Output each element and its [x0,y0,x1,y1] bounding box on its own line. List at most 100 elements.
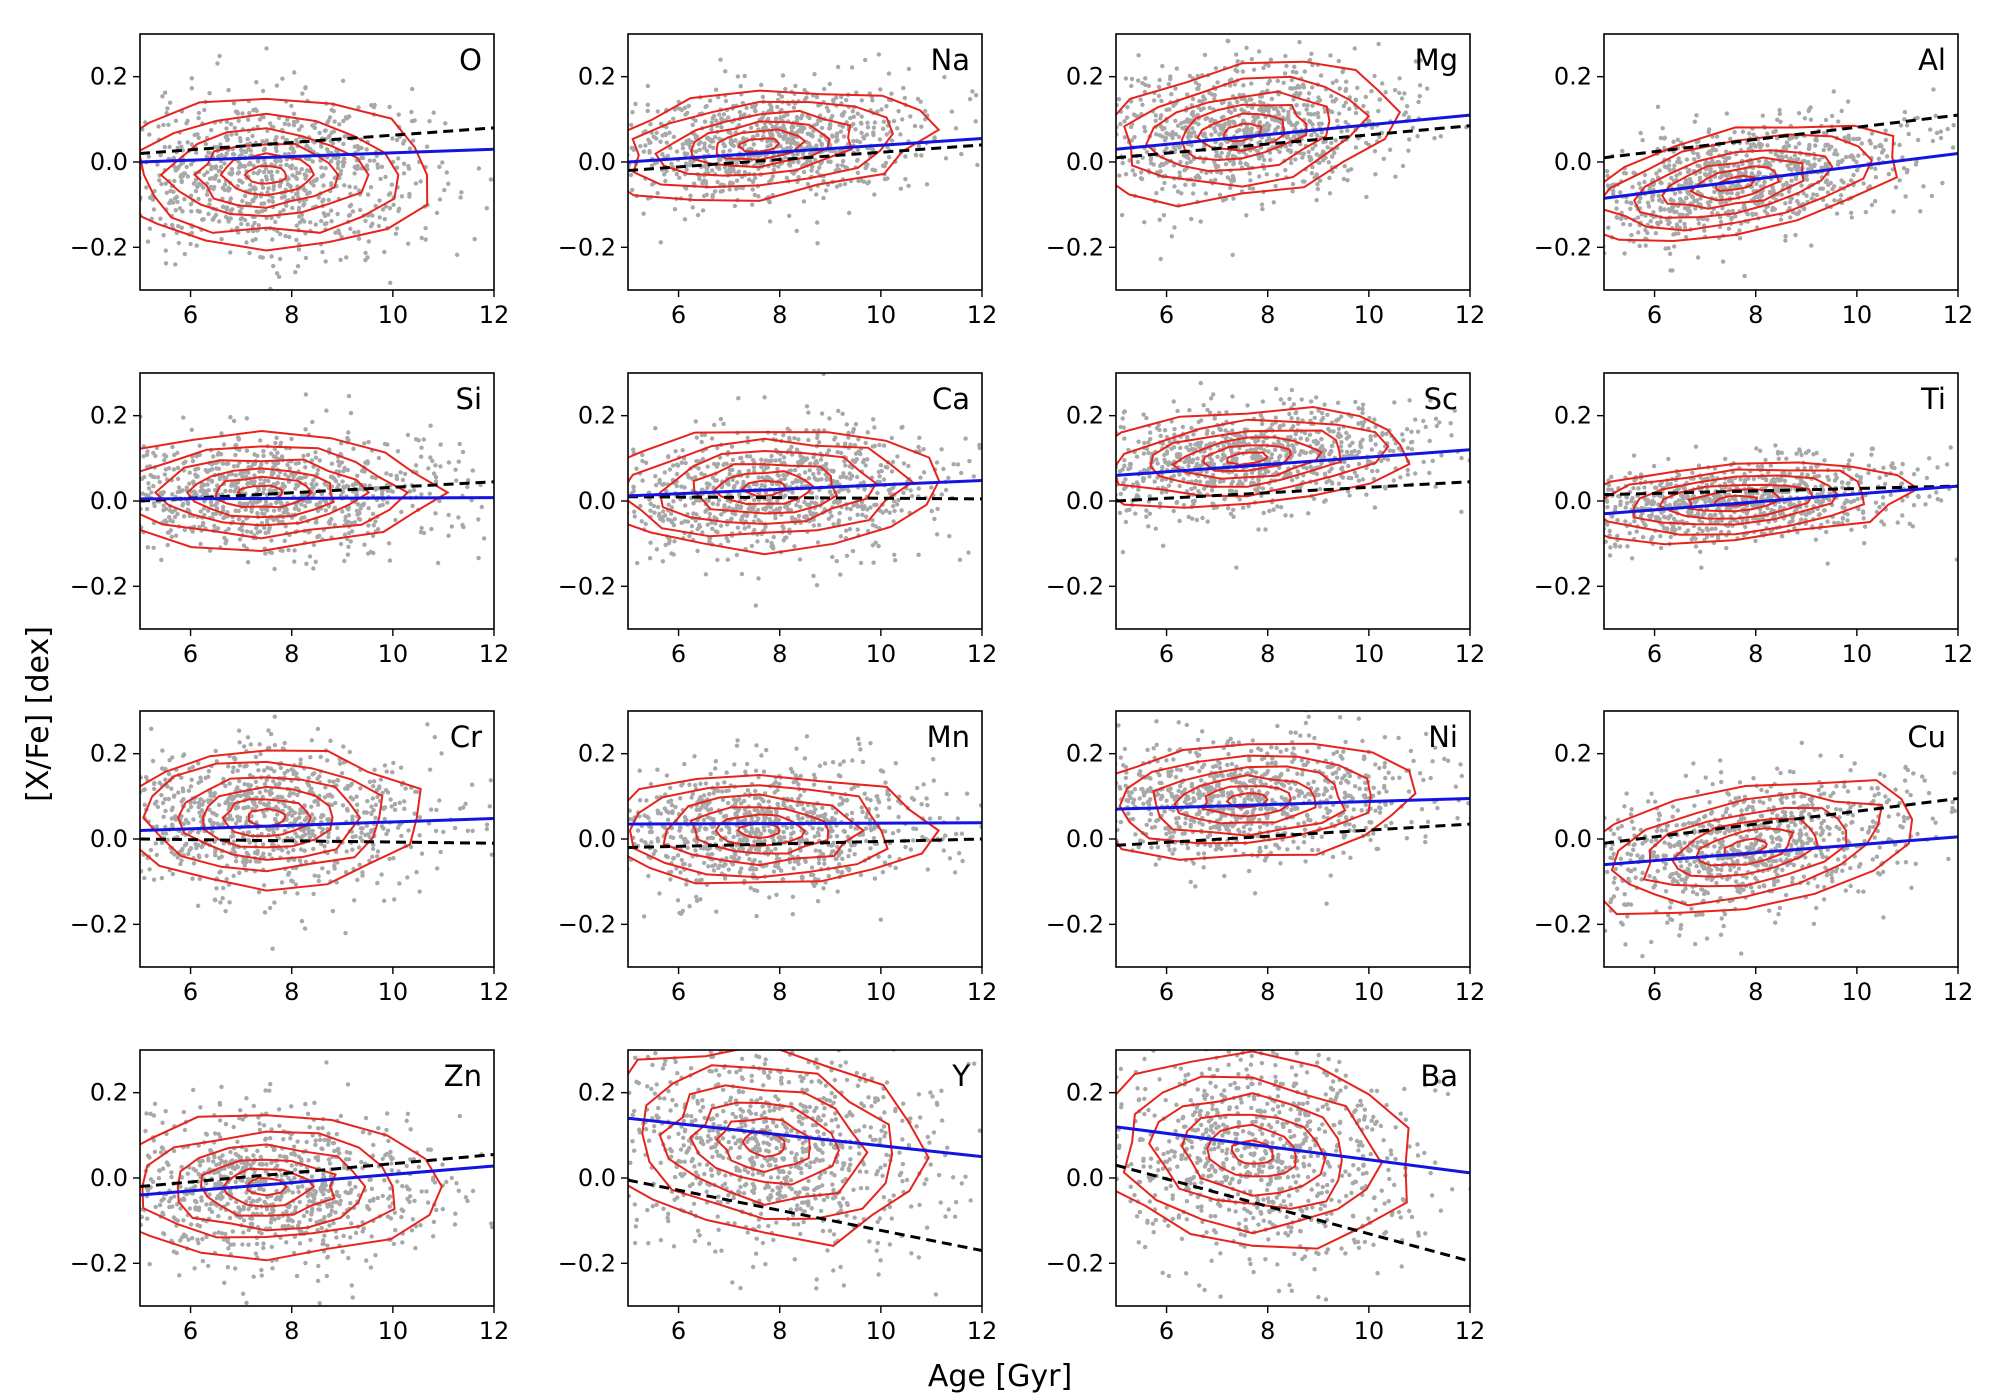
data-point [640,452,645,458]
data-point [1674,173,1679,178]
data-point [853,422,859,427]
data-point [1783,238,1788,243]
data-point [193,490,198,495]
data-point [611,132,615,136]
x-tick-label: 12 [479,301,510,329]
data-point [1122,135,1128,140]
data-point [336,159,341,165]
data-point [886,71,892,76]
data-point [1192,130,1197,135]
data-point [1129,76,1135,82]
data-point [18,120,22,124]
data-point [1218,142,1224,147]
data-point [178,162,184,167]
data-point [1158,256,1163,262]
data-point [340,78,346,84]
data-point [260,469,266,474]
data-point [395,449,401,454]
data-point [800,113,805,118]
data-point [270,195,275,200]
data-point [84,498,88,502]
data-point [386,192,392,197]
data-point [756,475,761,480]
data-point [405,432,411,438]
data-point [1971,122,1975,126]
data-point [1416,99,1421,105]
data-point [394,476,400,482]
data-point [879,107,884,112]
data-point [693,149,699,154]
data-point [568,157,572,161]
data-point [1289,77,1295,83]
data-point [1675,159,1680,164]
data-point [710,192,715,198]
data-point [1214,149,1219,154]
data-point [246,470,251,475]
data-point [713,134,718,140]
data-point [861,136,867,141]
data-point [1227,83,1233,88]
data-point [297,214,302,219]
data-point [699,439,704,445]
data-point [276,115,282,121]
data-point [1722,185,1728,190]
data-point [1225,38,1230,43]
data-point [305,452,311,458]
data-point [120,464,124,468]
data-point [284,162,289,167]
data-point [752,527,757,533]
data-point [723,69,728,74]
data-point [1237,127,1242,133]
data-point [718,416,723,422]
data-point [1606,225,1611,230]
data-point [794,118,800,123]
data-point [1824,131,1829,136]
data-point [851,114,856,120]
data-point [1315,182,1320,187]
data-point [419,445,424,450]
data-point [554,117,558,121]
data-point [1131,112,1137,117]
data-point [1300,179,1306,184]
data-point [263,530,268,536]
data-point [1788,200,1793,205]
data-point [1567,103,1571,107]
data-point [1801,205,1807,211]
contour-level-6 [628,89,941,202]
y-tick-label: −0.2 [70,572,128,600]
data-point [88,222,92,226]
data-point [785,136,790,142]
data-point [1802,116,1808,121]
data-point [267,488,272,493]
data-point [809,168,814,173]
data-point [647,140,652,145]
data-point [855,111,860,116]
data-point [234,485,239,491]
data-point [1189,216,1194,222]
panel-O: 6 8 10 12−0.20.00.2 O [18,33,510,329]
data-point [230,152,236,157]
data-point [1547,267,1551,271]
data-point [1212,96,1217,102]
data-point [278,158,283,163]
data-point [1788,156,1793,161]
data-point [275,480,280,485]
data-point [246,147,251,152]
data-point [1583,204,1587,208]
data-point [327,115,333,120]
data-point [1856,153,1861,158]
data-point [315,508,321,514]
data-point [1111,99,1115,103]
data-point [1901,166,1907,171]
y-tick-label: 0.2 [578,63,616,91]
data-point [1213,66,1219,71]
data-point [816,440,822,445]
data-point [30,500,34,504]
data-point [179,178,184,184]
data-point [363,218,368,224]
data-point [91,199,95,203]
data-point [244,240,249,245]
data-point [1218,170,1224,176]
data-point [277,507,282,512]
data-point [327,521,332,526]
